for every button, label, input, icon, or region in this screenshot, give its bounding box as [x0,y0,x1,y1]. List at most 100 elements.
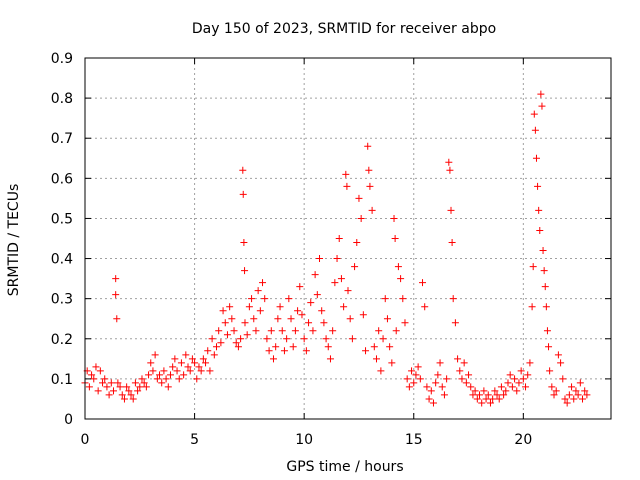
data-point [300,335,308,343]
data-point [151,351,159,359]
data-point [416,375,424,383]
data-point [145,371,153,379]
data-point [478,399,486,407]
data-point [259,279,267,287]
data-point [462,379,470,387]
data-point [364,142,372,150]
data-point [320,319,328,327]
data-point [480,387,488,395]
data-point [171,355,179,363]
data-point [113,315,121,323]
data-point [263,335,271,343]
data-point [419,279,427,287]
data-point [348,335,356,343]
data-point [313,291,321,299]
data-point [362,347,370,355]
data-point [570,395,578,403]
data-point [221,319,229,327]
data-point [160,367,168,375]
data-point [534,182,542,190]
data-point [245,303,253,311]
data-point [392,327,400,335]
data-point [103,383,111,391]
data-point [445,158,453,166]
x-axis-label: GPS time / hours [286,459,403,475]
data-point [226,303,234,311]
data-point [497,383,505,391]
data-point [515,379,523,387]
data-point [368,206,376,214]
data-point [164,383,172,391]
data-point [112,291,120,299]
data-point [101,375,109,383]
data-point [493,391,501,399]
data-point [397,275,405,283]
data-point [561,395,569,403]
data-point [454,355,462,363]
data-point [583,391,591,399]
x-tick-label: 10 [295,432,313,448]
data-point [316,255,324,263]
data-point [134,387,142,395]
data-point [239,166,247,174]
data-point [239,190,247,198]
y-tick-label: 0.8 [51,91,73,107]
data-point [486,399,494,407]
data-point [554,351,562,359]
data-point [529,263,537,271]
data-point [234,343,242,351]
data-point [504,379,512,387]
data-point [576,379,584,387]
data-point [240,239,248,247]
data-point [357,214,365,222]
y-tick-label: 0.2 [51,332,73,348]
data-point [574,391,582,399]
data-point [177,359,185,367]
data-point [440,391,448,399]
data-point [423,383,431,391]
x-tick-label: 20 [514,432,532,448]
data-point [421,303,429,311]
data-point [438,383,446,391]
data-point [447,206,455,214]
data-point [353,239,361,247]
x-tick-label: 15 [405,432,423,448]
data-point [269,355,277,363]
data-point [399,295,407,303]
data-point [215,327,223,335]
data-point [579,395,587,403]
data-point [280,347,288,355]
data-point [386,343,394,351]
data-point [541,283,549,291]
data-point [191,359,199,367]
data-point [204,347,212,355]
data-point [346,315,354,323]
data-point [542,303,550,311]
data-point [131,379,139,387]
data-point [390,214,398,222]
data-point [502,387,510,395]
data-point [188,355,196,363]
data-point [324,343,332,351]
data-point [88,371,96,379]
data-point [193,375,201,383]
data-point [254,287,262,295]
data-point [565,391,573,399]
data-point [546,367,554,375]
y-axis-label: SRMTID / TECUs [6,184,22,297]
data-point [243,331,251,339]
data-point [197,367,205,375]
chart-title: Day 150 of 2023, SRMTID for receiver abp… [192,21,496,37]
data-point [114,379,122,387]
data-point [158,379,166,387]
data-point [120,395,128,403]
data-point [511,375,519,383]
data-point [443,375,451,383]
data-point [508,383,516,391]
x-tick-label: 5 [190,432,199,448]
data-point [476,391,483,399]
data-point [405,383,413,391]
data-point [210,351,218,359]
data-point [213,343,220,351]
